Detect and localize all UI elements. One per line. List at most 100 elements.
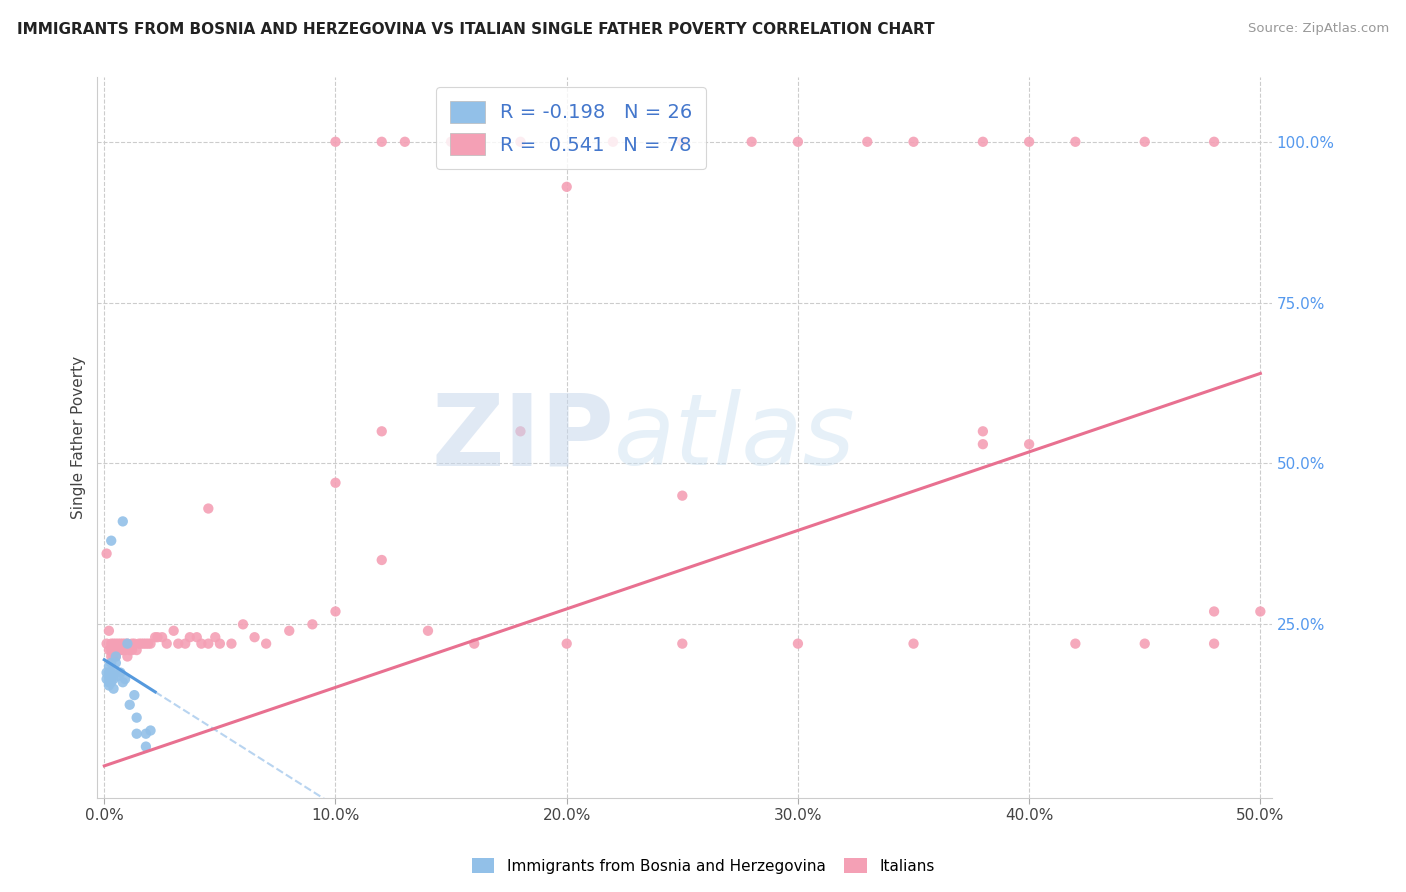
Point <box>114 643 136 657</box>
Point <box>371 135 394 149</box>
Point <box>128 637 150 651</box>
Point <box>97 675 120 690</box>
Point <box>671 637 693 651</box>
Point <box>136 637 159 651</box>
Point <box>1249 605 1271 619</box>
Point <box>121 637 143 651</box>
Point <box>103 672 125 686</box>
Point <box>107 643 129 657</box>
Legend: R = -0.198   N = 26, R =  0.541   N = 78: R = -0.198 N = 26, R = 0.541 N = 78 <box>436 87 706 169</box>
Point <box>118 698 141 712</box>
Point <box>208 637 231 651</box>
Point <box>509 425 531 439</box>
Point <box>104 649 127 664</box>
Point <box>107 669 129 683</box>
Legend: Immigrants from Bosnia and Herzegovina, Italians: Immigrants from Bosnia and Herzegovina, … <box>465 852 941 880</box>
Point <box>156 637 179 651</box>
Point <box>150 630 173 644</box>
Point <box>139 723 162 738</box>
Point <box>124 688 146 702</box>
Point <box>111 643 134 657</box>
Point <box>325 475 347 490</box>
Point <box>1204 135 1226 149</box>
Point <box>671 135 693 149</box>
Point <box>121 643 143 657</box>
Point <box>114 637 136 651</box>
Text: atlas: atlas <box>614 389 856 486</box>
Point <box>204 630 226 644</box>
Point <box>972 425 994 439</box>
Point <box>278 624 301 638</box>
Point <box>509 135 531 149</box>
Point <box>100 656 122 670</box>
Point <box>111 637 134 651</box>
Point <box>139 637 162 651</box>
Point <box>741 135 763 149</box>
Point <box>104 637 127 651</box>
Point <box>117 637 139 651</box>
Point <box>110 643 132 657</box>
Point <box>96 672 118 686</box>
Point <box>132 637 155 651</box>
Point <box>100 649 122 664</box>
Text: IMMIGRANTS FROM BOSNIA AND HERZEGOVINA VS ITALIAN SINGLE FATHER POVERTY CORRELAT: IMMIGRANTS FROM BOSNIA AND HERZEGOVINA V… <box>17 22 935 37</box>
Point <box>104 649 127 664</box>
Point <box>1204 605 1226 619</box>
Point <box>97 624 120 638</box>
Point <box>110 637 132 651</box>
Point <box>179 630 201 644</box>
Point <box>129 637 152 651</box>
Point <box>103 643 125 657</box>
Point <box>111 675 134 690</box>
Point <box>232 617 254 632</box>
Point <box>190 637 212 651</box>
Point <box>1064 637 1087 651</box>
Y-axis label: Single Father Poverty: Single Father Poverty <box>72 356 86 519</box>
Point <box>555 637 578 651</box>
Point <box>96 665 118 680</box>
Point <box>103 649 125 664</box>
Point <box>440 135 463 149</box>
Point <box>197 501 219 516</box>
Point <box>903 637 925 651</box>
Point <box>972 135 994 149</box>
Point <box>97 659 120 673</box>
Point <box>856 135 879 149</box>
Point <box>221 637 243 651</box>
Point <box>125 643 148 657</box>
Point <box>100 665 122 680</box>
Point <box>118 643 141 657</box>
Point <box>787 637 810 651</box>
Point <box>111 515 134 529</box>
Point <box>671 489 693 503</box>
Point <box>100 643 122 657</box>
Point <box>103 637 125 651</box>
Point <box>117 637 139 651</box>
Point <box>103 665 125 680</box>
Point <box>463 135 485 149</box>
Point <box>325 135 347 149</box>
Point <box>146 630 169 644</box>
Point <box>555 179 578 194</box>
Point <box>416 624 439 638</box>
Point <box>186 630 208 644</box>
Point <box>1018 135 1040 149</box>
Point <box>125 711 148 725</box>
Point <box>96 547 118 561</box>
Point <box>167 637 190 651</box>
Point <box>100 637 122 651</box>
Point <box>143 630 166 644</box>
Point <box>124 637 146 651</box>
Point <box>97 678 120 692</box>
Point <box>1133 637 1156 651</box>
Point <box>100 669 122 683</box>
Point <box>100 533 122 548</box>
Point <box>301 617 323 632</box>
Point <box>371 553 394 567</box>
Point <box>787 135 810 149</box>
Point <box>104 656 127 670</box>
Point <box>1064 135 1087 149</box>
Point <box>903 135 925 149</box>
Point <box>972 437 994 451</box>
Point <box>107 637 129 651</box>
